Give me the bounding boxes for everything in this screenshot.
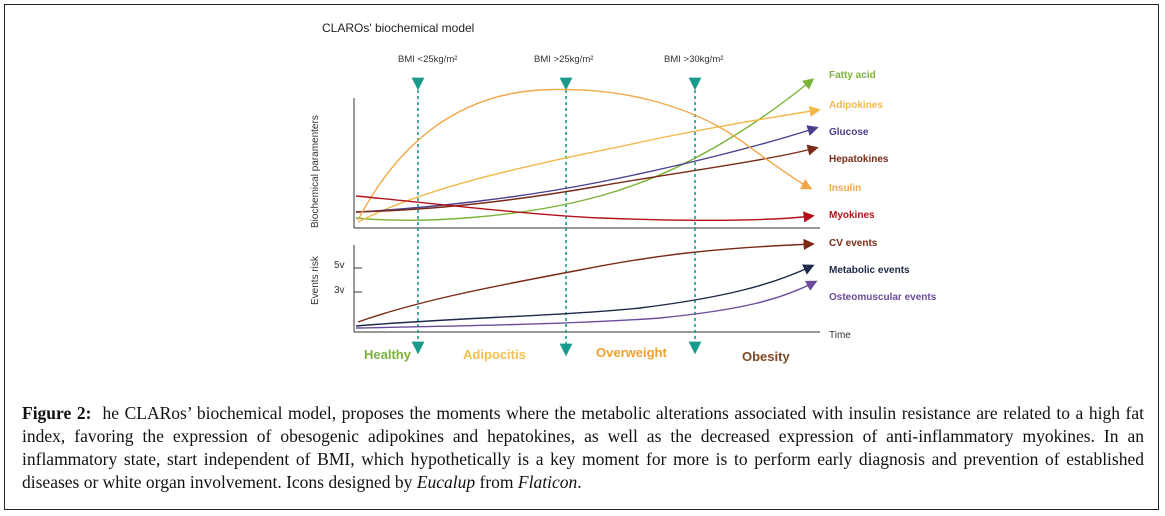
legend-insulin: Insulin [829, 183, 861, 194]
legend-metabolic-events: Metabolic events [829, 265, 910, 276]
adipokines-line [357, 105, 821, 223]
top-y-label: Biochemical paramenters [310, 115, 321, 228]
osteomuscular-events-line [355, 280, 818, 329]
myokines-line [355, 195, 815, 223]
phase-overweight: Overweight [596, 345, 667, 360]
insulin-line [357, 88, 813, 221]
metabolic-events-line [355, 264, 815, 327]
cv-events-line [357, 238, 815, 323]
ytick-3v: 3v [334, 285, 345, 296]
caption-source: Flaticon [517, 472, 578, 492]
legend-adipokines: Adipokines [829, 100, 883, 111]
legend-glucose: Glucose [829, 127, 869, 138]
phase-adipocitis: Adipocitis [463, 347, 526, 362]
bmi-label-3: BMI >30kg/m² [664, 54, 723, 65]
bmi-label-2: BMI >25kg/m² [534, 54, 593, 65]
legend-fatty-acid: Fatty acid [829, 70, 876, 81]
fatty-acid-line [355, 78, 815, 221]
x-axis-label: Time [829, 330, 851, 341]
figure-caption: Figure 2: he CLARos’ biochemical model, … [22, 402, 1144, 494]
legend-cv-events: CV events [829, 238, 878, 249]
legend-hepatokines: Hepatokines [829, 154, 889, 165]
caption-author: Eucalup [416, 472, 476, 492]
phase-healthy: Healthy [364, 347, 412, 362]
hepatokines-line [355, 144, 819, 213]
legend-osteomuscular-events: Osteomuscular events [829, 292, 937, 303]
caption-text: he CLARos’ biochemical model, proposes t… [22, 403, 1144, 492]
bmi-label-1: BMI <25kg/m² [398, 54, 457, 65]
legend-myokines: Myokines [829, 210, 875, 221]
caption-label: Figure 2: [22, 403, 92, 423]
figure-title: CLAROs' biochemical model [322, 21, 474, 35]
bottom-y-label: Events risk [310, 255, 321, 305]
glucose-line [355, 125, 819, 213]
caption-from: from [479, 472, 514, 492]
phase-obesity: Obesity [742, 349, 790, 364]
figure-frame [4, 4, 1159, 510]
ytick-5v: 5v [334, 260, 345, 271]
caption-end: . [577, 472, 582, 492]
